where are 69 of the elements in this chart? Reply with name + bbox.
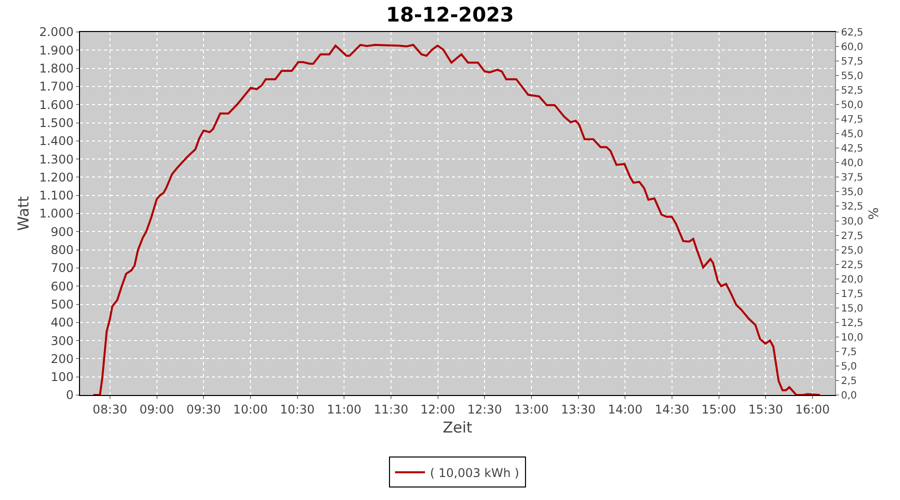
y2-tick-label: 7,5 bbox=[841, 346, 857, 358]
y2-tick-label: 62,5 bbox=[841, 28, 864, 38]
y2-tick-label: 15,0 bbox=[841, 303, 864, 314]
y2-tick-label: 45,0 bbox=[841, 129, 864, 140]
x-tick-label: 15:30 bbox=[748, 402, 783, 416]
y-tick-label: 600 bbox=[50, 279, 74, 294]
y-tick-label: 400 bbox=[50, 316, 74, 330]
y2-tick-label: 17,5 bbox=[841, 288, 864, 300]
x-tick-label: 14:30 bbox=[654, 402, 690, 416]
y-tick-label: 1.000 bbox=[39, 206, 74, 221]
x-tick-label: 10:00 bbox=[233, 402, 268, 416]
y-axis-title: Watt bbox=[14, 196, 32, 231]
x-tick-label: 08:30 bbox=[92, 402, 128, 416]
y2-tick-label: 10,0 bbox=[841, 332, 864, 344]
y-tick-label: 1.200 bbox=[39, 170, 74, 184]
y2-tick-label: 40,0 bbox=[841, 158, 864, 170]
y-tick-label: 1.800 bbox=[39, 62, 74, 76]
y-tick-label: 0 bbox=[66, 388, 74, 402]
y2-tick-label: 52,5 bbox=[841, 86, 864, 97]
x-tick-label: 13:30 bbox=[561, 402, 596, 416]
y2-tick-label: 60,0 bbox=[841, 42, 864, 54]
y-tick-label: 1.100 bbox=[39, 188, 74, 203]
y2-tick-label: 42,5 bbox=[841, 144, 864, 155]
y-tick-label: 900 bbox=[50, 224, 74, 239]
y2-tick-label: 30,0 bbox=[841, 216, 864, 228]
x-tick-label: 13:00 bbox=[514, 402, 549, 416]
y2-tick-label: 35,0 bbox=[841, 187, 864, 198]
x-tick-label: 09:00 bbox=[140, 402, 174, 416]
y-tick-label: 1.500 bbox=[39, 116, 74, 130]
line-series bbox=[92, 44, 822, 395]
y2-tick-label: 20,0 bbox=[841, 274, 864, 286]
y-tick-label: 100 bbox=[50, 370, 74, 384]
x-tick-label: 09:30 bbox=[186, 402, 221, 416]
y-tick-label: 1.400 bbox=[39, 134, 74, 148]
y2-tick-label: 32,5 bbox=[841, 202, 864, 213]
y-tick-label: 1.700 bbox=[39, 80, 74, 94]
x-tick-label: 14:00 bbox=[608, 402, 642, 416]
x-tick-label: 12:00 bbox=[420, 402, 456, 416]
y-tick-label: 1.300 bbox=[39, 152, 74, 166]
y-tick-label: 1.600 bbox=[39, 98, 74, 112]
x-tick-label: 10:30 bbox=[280, 402, 315, 416]
y-tick-label: 700 bbox=[50, 261, 74, 276]
y2-tick-label: 12,5 bbox=[841, 318, 864, 329]
x-tick-label: 15:00 bbox=[702, 402, 736, 416]
y-tick-label: 500 bbox=[50, 297, 74, 312]
legend-label: ( 10,003 kWh ) bbox=[430, 466, 520, 480]
y2-axis-title: % bbox=[866, 207, 882, 220]
x-tick-label: 11:30 bbox=[374, 402, 408, 416]
y-tick-label: 1.900 bbox=[39, 43, 74, 58]
y2-tick-label: 55,0 bbox=[841, 71, 864, 82]
y2-tick-label: 25,0 bbox=[841, 245, 864, 256]
y-tick-label: 200 bbox=[50, 352, 74, 366]
y2-tick-label: 37,5 bbox=[841, 172, 864, 184]
y2-tick-label: 22,5 bbox=[841, 260, 864, 271]
y2-tick-label: 2,5 bbox=[841, 376, 857, 387]
chart-title: 18-12-2023 bbox=[386, 2, 514, 26]
y2-tick-label: 27,5 bbox=[841, 230, 864, 242]
y2-tick-label: 50,0 bbox=[841, 100, 864, 112]
y2-tick-label: 0,0 bbox=[841, 390, 857, 402]
y2-tick-label: 5,0 bbox=[841, 361, 857, 372]
y-tick-label: 2.000 bbox=[39, 25, 74, 40]
x-tick-label: 16:00 bbox=[795, 402, 830, 416]
x-tick-label: 11:00 bbox=[326, 402, 362, 416]
y2-tick-label: 47,5 bbox=[841, 114, 864, 126]
y2-tick-label: 57,5 bbox=[841, 56, 864, 68]
x-tick-label: 12:30 bbox=[467, 402, 502, 416]
y-tick-label: 800 bbox=[50, 243, 74, 257]
y-tick-label: 300 bbox=[50, 334, 74, 348]
x-axis-title: Zeit bbox=[442, 418, 472, 436]
